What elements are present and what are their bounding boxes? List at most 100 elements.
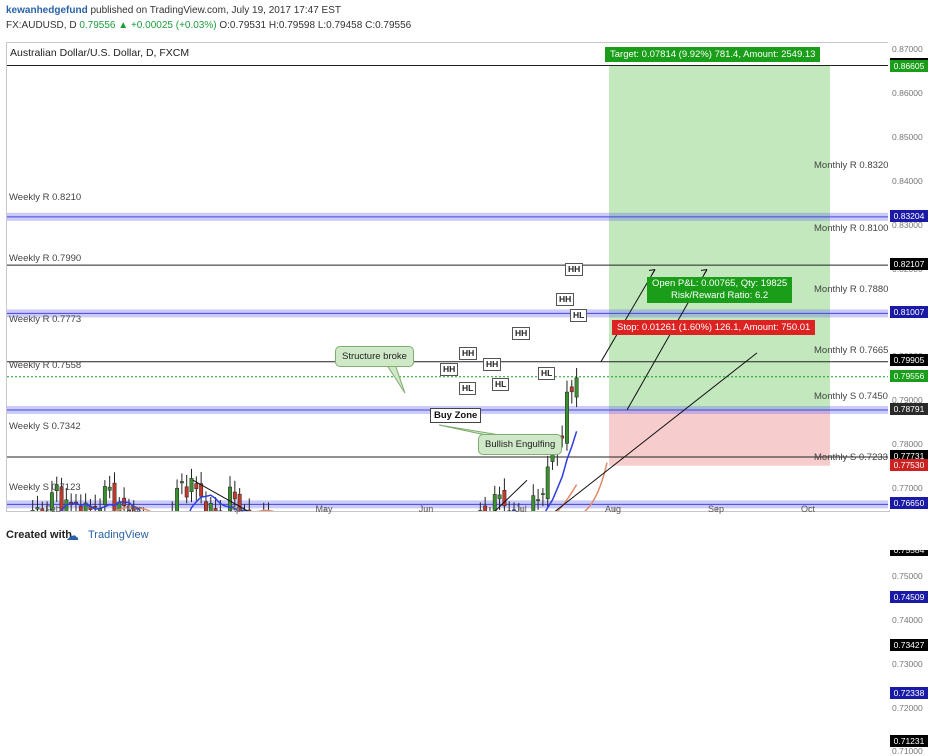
price-tag: 0.78791 [890, 403, 928, 415]
weekly-s-7123-label: Weekly S 0.7123 [9, 482, 81, 493]
publish-line: kewanhedgefund published on TradingView.… [6, 5, 341, 16]
price-tag: 0.83204 [890, 210, 928, 222]
candle-body [479, 510, 482, 511]
price-tag: 0.82107 [890, 258, 928, 270]
hh-marker: HH [483, 358, 501, 371]
author-link[interactable]: kewanhedgefund [6, 5, 88, 16]
price-tag: 0.74509 [890, 591, 928, 603]
candle-body [79, 506, 82, 511]
footer: Created with ☁ TradingView [0, 522, 932, 550]
high-value: H:0.79598 [269, 20, 315, 31]
hh-marker: HH [440, 363, 458, 376]
time-tick: Sep [708, 504, 724, 514]
candle-body [94, 506, 97, 507]
candle-body [575, 378, 578, 397]
target-label[interactable]: Target: 0.07814 (9.92%) 781.4, Amount: 2… [605, 47, 820, 62]
hl-marker: HL [570, 309, 587, 322]
price-change: +0.00025 (+0.03%) [131, 20, 217, 31]
monthly-r-8320-label: Monthly R 0.8320 [814, 160, 888, 171]
time-tick: Apr [230, 504, 244, 514]
monthly-r-7880-label: Monthly R 0.7880 [814, 284, 888, 295]
weekly-s-7342-label: Weekly S 0.7342 [9, 421, 81, 432]
price-tag: 0.79556 [890, 370, 928, 382]
candle-body [536, 500, 539, 501]
stop-label[interactable]: Stop: 0.01261 (1.60%) 126.1, Amount: 750… [612, 320, 815, 335]
hl-marker: HL [459, 382, 476, 395]
hl-marker: HL [492, 378, 509, 391]
up-triangle-icon: ▲ [118, 20, 128, 31]
price-tick: 0.72000 [892, 703, 923, 713]
open-pl-text: Open P&L: 0.00765, Qty: 19825 [652, 278, 787, 290]
time-tick: Aug [605, 504, 621, 514]
price-tag: 0.86605 [890, 60, 928, 72]
price-tick: 0.86000 [892, 88, 923, 98]
candle-body [108, 487, 111, 490]
price-tick: 0.84000 [892, 176, 923, 186]
tradingview-logo-icon: ☁ [66, 528, 79, 544]
price-tag: 0.76650 [890, 497, 928, 509]
open-value: O:0.79531 [219, 20, 266, 31]
price-tick: 0.78000 [892, 439, 923, 449]
price-tag: 0.77530 [890, 459, 928, 471]
tradingview-link[interactable]: TradingView [88, 529, 149, 541]
price-axis[interactable]: 0.870000.860000.850000.840000.830000.820… [888, 42, 932, 510]
monthly-r-8100-label: Monthly R 0.8100 [814, 223, 888, 234]
hh-marker: HH [565, 263, 583, 276]
candle-body [541, 494, 544, 495]
price-tag: 0.71231 [890, 735, 928, 747]
candle-body [209, 503, 212, 511]
price-tag: 0.81007 [890, 306, 928, 318]
candle-body [233, 492, 236, 499]
time-tick: Jun [419, 504, 434, 514]
monthly-r-7665-label: Monthly R 0.7665 [814, 345, 888, 356]
structure-broke-callout[interactable]: Structure broke [335, 346, 414, 367]
buy-zone-label[interactable]: Buy Zone [430, 408, 481, 423]
price-tick: 0.85000 [892, 132, 923, 142]
price-tick: 0.73000 [892, 659, 923, 669]
candle-body [483, 506, 486, 511]
close-value: C:0.79556 [365, 20, 411, 31]
hh-marker: HH [556, 293, 574, 306]
price-tag: 0.73427 [890, 639, 928, 651]
candle-body [113, 483, 116, 510]
time-tick: Mar [126, 504, 142, 514]
chart-header: kewanhedgefund published on TradingView.… [0, 0, 932, 38]
candle-body [214, 508, 217, 511]
candle-body [175, 488, 178, 511]
last-price: 0.79556 [79, 20, 115, 31]
monthly-s-7450-label: Monthly S 0.7450 [814, 391, 888, 402]
candle-body [195, 484, 198, 489]
price-tag: 0.79905 [890, 354, 928, 366]
candle-body [190, 478, 193, 491]
low-value: L:0.79458 [318, 20, 363, 31]
weekly-r-7773-label: Weekly R 0.7773 [9, 314, 81, 325]
candle-body [36, 507, 39, 509]
hh-marker: HH [459, 347, 477, 360]
candle-body [41, 509, 44, 511]
ohlc-line: FX:AUDUSD, D 0.79556 ▲ +0.00025 (+0.03%)… [6, 20, 411, 31]
monthly-s-7233-label: Monthly S 0.7233 [814, 452, 888, 463]
chart-title: Australian Dollar/U.S. Dollar, D, FXCM [10, 47, 189, 59]
published-text: published on TradingView.com, July 19, 2… [90, 5, 341, 16]
price-tick: 0.71000 [892, 746, 923, 756]
time-tick: Jul [515, 504, 527, 514]
candle-body [565, 392, 568, 443]
price-tick: 0.74000 [892, 615, 923, 625]
candle-body [570, 387, 573, 392]
created-with-text: Created with [6, 529, 72, 541]
candle-body [493, 494, 496, 511]
symbol-label[interactable]: FX:AUDUSD, D [6, 20, 77, 31]
bullish-engulfing-callout[interactable]: Bullish Engulfing [478, 434, 562, 455]
hl-marker: HL [538, 367, 555, 380]
candle-body [31, 510, 34, 511]
target-zone [609, 65, 830, 410]
candle-body [532, 496, 535, 511]
risk-reward-text: Risk/Reward Ratio: 6.2 [652, 290, 787, 302]
weekly-r-8210-label: Weekly R 0.8210 [9, 192, 81, 203]
candle-body [546, 467, 549, 499]
candle-body [185, 487, 188, 497]
open-pl-label[interactable]: Open P&L: 0.00765, Qty: 19825 Risk/Rewar… [647, 277, 792, 303]
price-tick: 0.77000 [892, 483, 923, 493]
price-tag: 0.72338 [890, 687, 928, 699]
time-tick: May [315, 504, 332, 514]
